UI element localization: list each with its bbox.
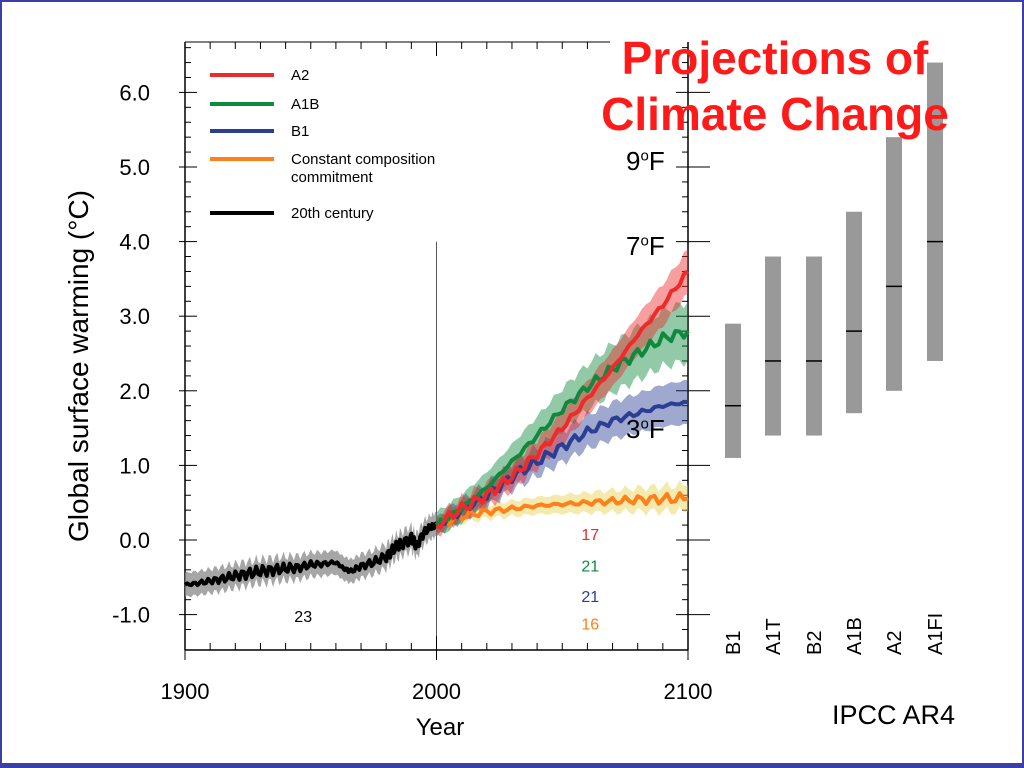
y-axis-title: Global surface warming (°C) <box>63 190 94 542</box>
y-tick-label: 3.0 <box>119 304 150 329</box>
source-label: IPCC AR4 <box>832 700 956 730</box>
y-tick-label: 5.0 <box>119 155 150 180</box>
model-count-label: 16 <box>581 617 599 634</box>
series-line-A1B <box>434 328 690 527</box>
series-line-commitment <box>435 491 689 528</box>
annotation-7f: 7oF <box>626 231 665 261</box>
range-category-label: B1 <box>723 631 745 655</box>
range-category-label: A2 <box>884 631 906 655</box>
model-count-label: 21 <box>581 589 599 606</box>
x-tick-label: 1900 <box>161 679 210 704</box>
model-count-label: 21 <box>581 558 599 575</box>
model-count-label: 17 <box>581 527 599 544</box>
range-category-label: A1B <box>844 617 866 655</box>
title-line-1: Projections of <box>621 32 929 84</box>
model-count-label: 23 <box>294 609 312 626</box>
range-category-label: A1FI <box>925 613 947 655</box>
legend-label-commitment: Constant composition <box>291 151 435 168</box>
y-tick-label: 0.0 <box>119 528 150 553</box>
legend-label-A2: A2 <box>291 67 309 84</box>
series-line-A2 <box>435 269 690 530</box>
frame-left-border <box>0 0 2 768</box>
range-bar-B1 <box>725 323 741 458</box>
y-tick-label: 2.0 <box>119 379 150 404</box>
band-century20 <box>185 511 437 598</box>
y-tick-label: 4.0 <box>119 230 150 255</box>
x-tick-label: 2100 <box>664 679 713 704</box>
range-bar-A1T <box>765 256 781 436</box>
annotation-9f: 9oF <box>626 146 665 176</box>
y-tick-label: 6.0 <box>119 80 150 105</box>
y-tick-label: -1.0 <box>112 603 150 628</box>
slide-title: Projections of Climate Change <box>560 30 990 142</box>
range-bar-A1B <box>846 211 862 414</box>
range-bar-A2 <box>886 137 902 391</box>
x-tick-label: 2000 <box>412 679 461 704</box>
scenario-ranges-layer <box>725 62 943 458</box>
frame-bottom-border <box>0 763 1024 768</box>
legend-label-A1B: A1B <box>291 96 319 113</box>
annotation-3f: 3oF <box>626 414 665 444</box>
range-bar-A1FI <box>927 62 943 361</box>
range-bar-B2 <box>806 256 822 436</box>
series-lines-layer <box>183 269 690 588</box>
legend-label-commitment-line2: commitment <box>291 169 374 186</box>
range-category-label: A1T <box>763 618 785 655</box>
legend-label-century20: 20th century <box>291 205 374 222</box>
x-axis-title: Year <box>416 714 465 741</box>
labels-layer: 6.0 5.0 4.0 3.0 2.0 1.0 0.0 -1.0 1900 2000 2100 Yea… <box>63 80 947 741</box>
title-line-2: Climate Change <box>601 88 949 140</box>
y-tick-label: 1.0 <box>119 453 150 478</box>
series-line-century20 <box>183 521 439 588</box>
frame-right-border <box>1022 0 1024 768</box>
range-category-label: B2 <box>804 631 826 655</box>
frame-top-border <box>0 0 1024 2</box>
axes-layer <box>179 41 710 660</box>
legend-label-B1: B1 <box>291 123 309 140</box>
